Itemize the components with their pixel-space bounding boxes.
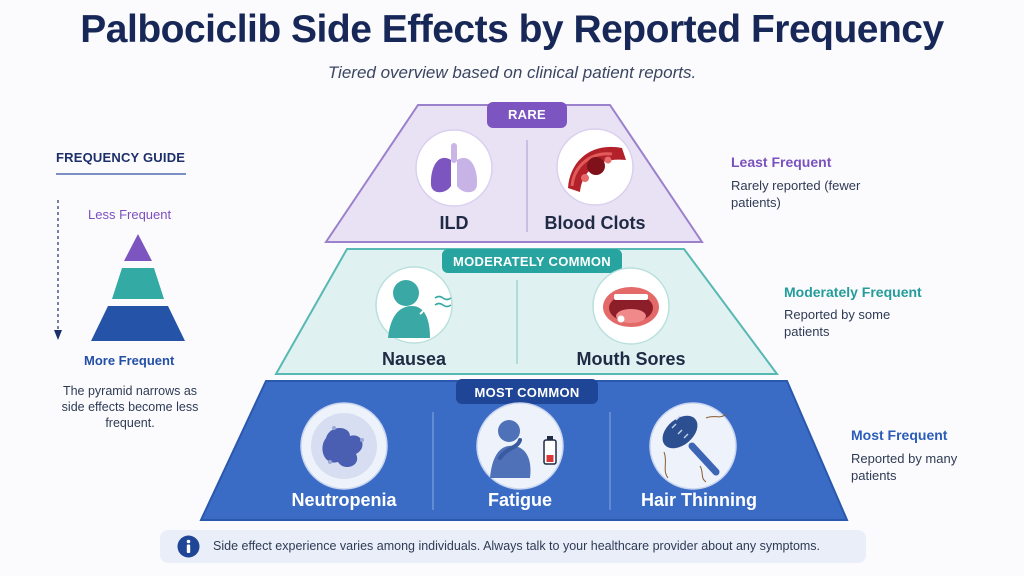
neutropenia-cell-icon: [300, 402, 388, 490]
rare-side-text: Rarely reported (fewer patients): [731, 178, 861, 210]
guide-more-frequent-label: More Frequent: [84, 353, 175, 368]
tier-most-label: MOST COMMON: [474, 385, 580, 400]
tier-rare-badge: [487, 102, 567, 128]
moderate-side-heading: Moderately Frequent: [784, 284, 922, 300]
info-notice: [160, 530, 866, 563]
guide-less-frequent-label: Less Frequent: [88, 207, 172, 222]
mouth-sores-icon: [592, 267, 670, 345]
nausea-icon: [375, 266, 453, 344]
info-notice-text: Side effect experience varies among indi…: [213, 539, 821, 553]
item-blood-clots-label: Blood Clots: [544, 213, 646, 233]
item-fatigue-label: Fatigue: [487, 490, 552, 510]
guide-note: The pyramid narrows as side effects beco…: [61, 384, 199, 430]
guide-arrow-head: [54, 330, 62, 340]
moderate-side-text: Reported by some patients: [784, 307, 891, 339]
blood-clot-icon: [556, 128, 634, 206]
frequency-guide-divider: [56, 173, 186, 175]
item-mouth-sores-label: Mouth Sores: [576, 349, 686, 369]
item-hair-thinning-label: Hair Thinning: [641, 490, 757, 510]
tier-moderate: [274, 248, 779, 375]
item-nausea-label: Nausea: [381, 349, 447, 369]
tier-most: [199, 379, 849, 521]
hair-brush-icon: [649, 402, 737, 490]
tier-moderate-label: MODERATELY COMMON: [453, 254, 611, 269]
guide-tier-moderate: [112, 268, 164, 299]
most-side-heading: Most Frequent: [851, 427, 948, 443]
rare-side-heading: Least Frequent: [731, 154, 832, 170]
most-side-text: Reported by many patients: [851, 451, 958, 483]
guide-tier-most: [91, 306, 185, 341]
item-neutropenia-label: Neutropenia: [291, 490, 397, 510]
item-ild-label: ILD: [439, 213, 469, 233]
fatigue-icon: [476, 402, 564, 490]
page-subtitle: Tiered overview based on clinical patien…: [327, 63, 697, 82]
tier-most-badge: [456, 379, 598, 404]
page-title: Palbociclib Side Effects by Reported Fre…: [80, 8, 944, 51]
tier-moderate-badge: [442, 249, 622, 273]
frequency-guide-graphic: [54, 200, 185, 341]
guide-tier-rare: [124, 234, 152, 261]
tier-rare-label: RARE: [507, 107, 547, 122]
tier-rare: [324, 102, 704, 243]
lungs-icon: [415, 129, 493, 207]
frequency-guide-title: FREQUENCY GUIDE: [56, 150, 186, 165]
info-icon: [177, 535, 200, 558]
